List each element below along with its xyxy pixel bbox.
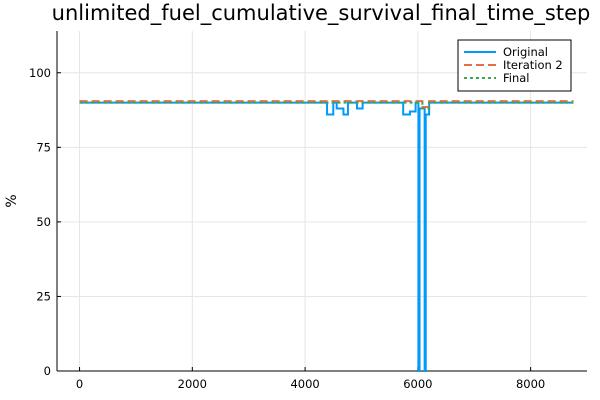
- series-lines: [79, 100, 574, 372]
- y-tick-label: 75: [36, 140, 51, 154]
- x-tick-label: 2000: [178, 377, 207, 391]
- legend-label: Final: [503, 71, 530, 85]
- x-tick-label: 0: [76, 377, 83, 391]
- chart-title: unlimited_fuel_cumulative_survival_final…: [52, 1, 591, 26]
- x-tick-label: 6000: [403, 377, 432, 391]
- legend-label: Iteration 2: [503, 58, 563, 72]
- y-tick-label: 0: [44, 364, 51, 378]
- y-tick-label: 50: [36, 215, 51, 229]
- y-axis-label: %: [4, 194, 20, 207]
- x-tick-label: 4000: [290, 377, 319, 391]
- series-line-original: [79, 101, 574, 372]
- y-tick-label: 100: [29, 66, 51, 80]
- legend-label: Original: [503, 45, 548, 59]
- series-line-final: [79, 101, 574, 110]
- series-line-iteration-2: [79, 100, 574, 109]
- x-tick-label: 8000: [516, 377, 545, 391]
- tick-labels: 0 2000 4000 6000 8000 0 25 50 75 100: [29, 66, 545, 391]
- axes: [56, 31, 587, 372]
- y-tick-label: 25: [36, 289, 51, 303]
